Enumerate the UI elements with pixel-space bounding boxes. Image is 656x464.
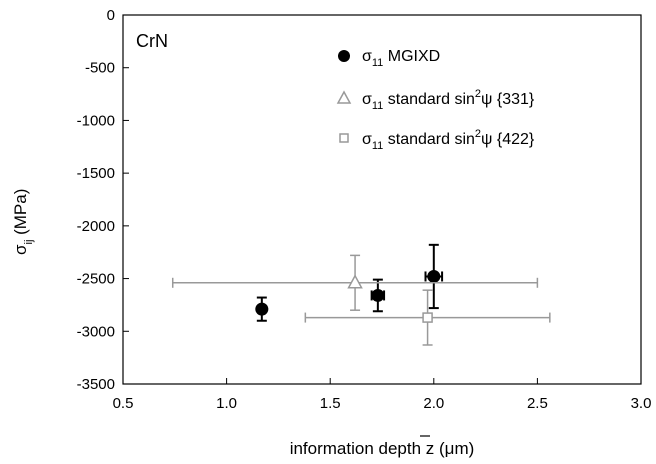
legend-sigma: σ (362, 91, 372, 108)
y-tick-label: -1500 (77, 165, 115, 182)
series-2 (304, 289, 551, 346)
y-tick-label: -1000 (77, 112, 115, 129)
y-axis-title-rest: (MPa) (11, 189, 30, 240)
data-point-circle (371, 288, 385, 302)
plot-frame (122, 14, 642, 385)
legend-entry-mgixd: σ11 MGIXD (338, 48, 440, 69)
legend-tail: {422} (492, 131, 534, 148)
y-tick-label: -500 (85, 60, 115, 77)
x-tick-label: 0.5 (113, 395, 134, 412)
legend-label-mgixd: σ11 MGIXD (362, 48, 440, 69)
data-layer (171, 243, 551, 346)
y-axis: 0 -500 -1000 -1500 -2000 -2500 -3000 -3500 (77, 7, 129, 393)
legend-sigma: σ (362, 131, 372, 148)
x-axis-title-main: information depth (290, 439, 426, 458)
legend-sup: 2 (475, 128, 481, 140)
x-tick-label: 1.0 (216, 395, 237, 412)
legend-text: standard sin (383, 91, 475, 108)
legend-psi: ψ (481, 131, 492, 148)
data-point-circle (255, 302, 269, 316)
x-axis-title: information depth z (μm) (290, 439, 475, 458)
legend-entry-331: σ11 standard sin2ψ {331} (336, 88, 535, 112)
data-point-triangle (347, 274, 363, 289)
legend-psi: ψ (481, 91, 492, 108)
series-0 (255, 243, 444, 322)
legend: σ11 MGIXD σ11 standard sin2ψ {331} σ11 s… (336, 48, 535, 152)
legend-sigma: σ (362, 48, 372, 65)
x-tick-label: 1.5 (320, 395, 341, 412)
x-tick-label: 2.5 (527, 395, 548, 412)
legend-entry-422: σ11 standard sin2ψ {422} (339, 128, 535, 152)
legend-sub: 11 (372, 140, 383, 152)
y-axis-title-sub: ij (23, 240, 35, 245)
x-tick-label: 2.0 (423, 395, 444, 412)
legend-label-331: σ11 standard sin2ψ {331} (362, 88, 535, 112)
legend-text: standard sin (383, 131, 475, 148)
x-axis-title-rest: (μm) (434, 439, 474, 458)
legend-sub: 11 (372, 57, 383, 69)
data-point-square (422, 312, 433, 323)
legend-marker-square (339, 133, 349, 143)
y-tick-label: -2000 (77, 218, 115, 235)
y-axis-title-main: σ (11, 244, 30, 255)
legend-sup: 2 (475, 88, 481, 100)
y-tick-label: 0 (107, 7, 115, 24)
y-tick-label: -2500 (77, 271, 115, 288)
legend-text: MGIXD (383, 48, 440, 65)
x-axis-title-symbol: z (426, 439, 435, 458)
data-point-circle (427, 269, 441, 283)
material-annotation: CrN (136, 31, 168, 51)
y-axis-title: σij (MPa) (11, 189, 35, 255)
x-tick-label: 3.0 (631, 395, 652, 412)
y-tick-label: -3500 (77, 376, 115, 393)
y-tick-label: -3000 (77, 323, 115, 340)
series-1 (171, 254, 539, 311)
legend-sub: 11 (372, 100, 383, 112)
legend-marker-circle (338, 50, 350, 62)
x-axis: 0.5 1.0 1.5 2.0 2.5 3.0 (113, 378, 652, 412)
legend-marker-triangle (336, 90, 352, 104)
legend-tail: {331} (492, 91, 534, 108)
legend-label-422: σ11 standard sin2ψ {422} (362, 128, 535, 152)
